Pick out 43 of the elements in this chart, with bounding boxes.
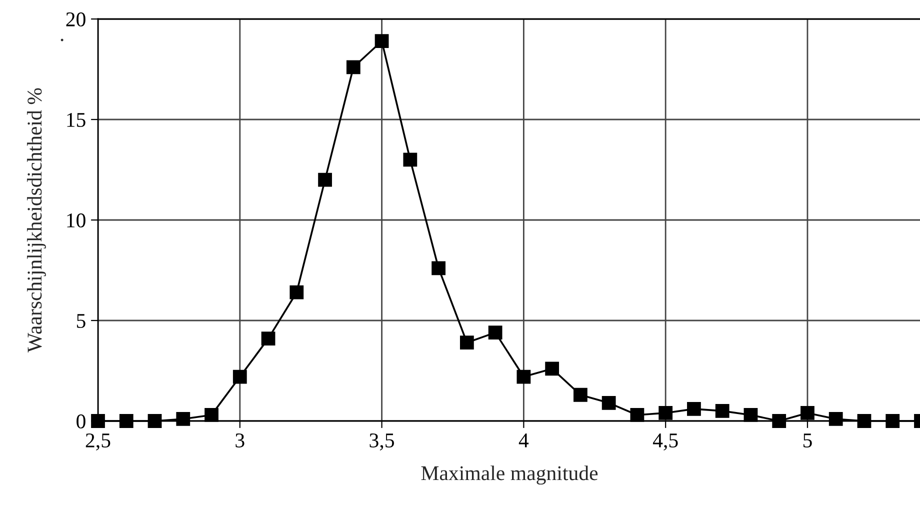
x-tick-label: 4,5: [652, 434, 678, 450]
point: [204, 408, 218, 422]
point: [602, 396, 616, 410]
point: [290, 285, 304, 300]
point: [658, 406, 673, 420]
point: [715, 404, 730, 418]
point: [488, 326, 502, 340]
point: [176, 412, 190, 426]
x-tick-label: 5: [803, 434, 812, 448]
x-tick-label: 4: [518, 434, 529, 448]
y-tick-label: 10: [67, 213, 86, 228]
x-axis-title: Maximale magnitude: [421, 466, 598, 485]
y-axis-title: Waarschijnlijkheidsdichtheid %: [27, 88, 46, 352]
point: [744, 408, 758, 422]
point: [374, 34, 389, 48]
point: [800, 406, 814, 420]
point: [432, 261, 446, 276]
point: [346, 60, 360, 74]
x-tick-label: 2,5: [86, 433, 110, 450]
x-tick-label: 3: [236, 433, 244, 448]
point: [91, 414, 105, 428]
y-tick-label: 15: [67, 112, 86, 127]
point: [574, 388, 588, 402]
point: [232, 370, 247, 384]
point: [148, 414, 162, 428]
point: [687, 402, 701, 416]
y-tick-label: 5: [76, 314, 86, 328]
point: [119, 414, 134, 428]
y-tick-label: 0: [76, 414, 86, 428]
point: [460, 336, 474, 350]
x-tick-label: 3,5: [370, 433, 394, 450]
point: [857, 414, 872, 428]
point: [886, 414, 900, 428]
point: [516, 370, 531, 384]
point: [828, 412, 843, 426]
point: [545, 362, 560, 376]
point: [772, 414, 786, 428]
y-tick-label: 20: [66, 12, 86, 26]
point: [261, 332, 276, 346]
point: [630, 408, 644, 422]
point: [318, 172, 332, 187]
text: .: [60, 38, 64, 42]
point: [403, 152, 418, 167]
